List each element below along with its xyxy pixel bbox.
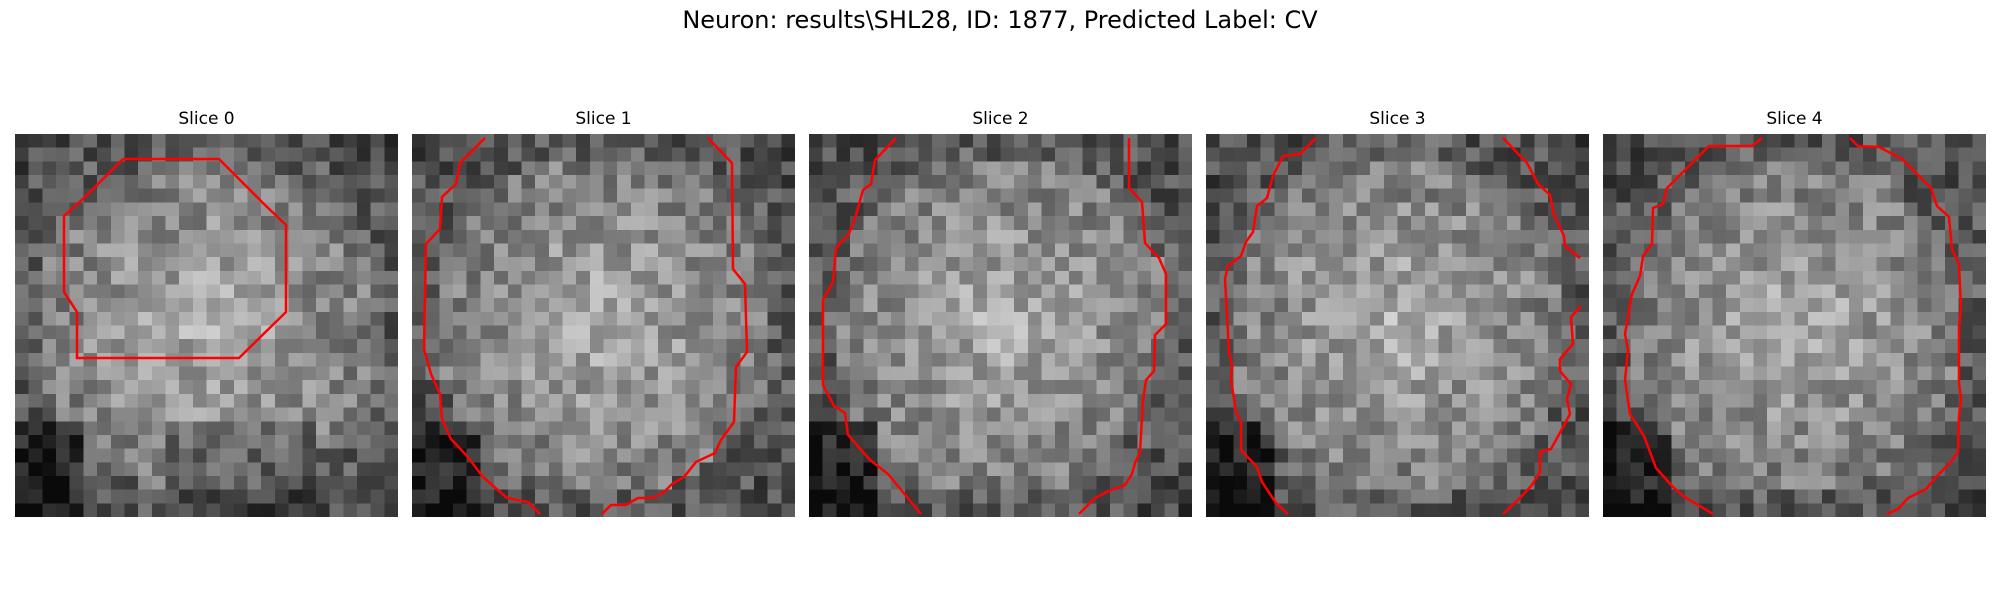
slice-title-3: Slice 3 [1369, 109, 1426, 129]
slice-title-1: Slice 1 [575, 109, 632, 129]
contour-line-1 [422, 137, 541, 515]
slice-panel-2: Slice 2 [809, 109, 1192, 521]
slice-panel-4: Slice 4 [1603, 109, 1986, 521]
slice-image-2 [809, 134, 1192, 517]
slice-panel-1: Slice 1 [412, 109, 795, 521]
contour-line-2b [1078, 138, 1168, 515]
contour-line-2 [821, 137, 922, 515]
slice-title-4: Slice 4 [1766, 109, 1823, 129]
slice-image-0 [15, 134, 398, 517]
contour-overlay-4 [1623, 137, 1963, 516]
slice-image-3 [1206, 134, 1589, 517]
contour-overlay-1 [422, 137, 749, 515]
slice-title-0: Slice 0 [178, 109, 235, 129]
contour-overlay-0 [62, 157, 288, 360]
contour-line-0 [62, 157, 288, 360]
contour-line-4 [1623, 137, 1763, 516]
contour-overlay-2 [821, 137, 1168, 515]
contour-line-3b [1502, 137, 1581, 259]
contour-line-3 [1223, 137, 1317, 515]
slice-title-2: Slice 2 [972, 109, 1029, 129]
contour-line-1b [601, 137, 749, 515]
contour-overlay-3 [1223, 137, 1582, 515]
contour-line-4b [1849, 137, 1963, 516]
slice-image-4 [1603, 134, 1986, 517]
slice-panel-0: Slice 0 [15, 109, 398, 521]
figure-title: Neuron: results\SHL28, ID: 1877, Predict… [682, 6, 1318, 34]
contour-line-3c [1502, 305, 1582, 515]
slice-panel-3: Slice 3 [1206, 109, 1589, 521]
